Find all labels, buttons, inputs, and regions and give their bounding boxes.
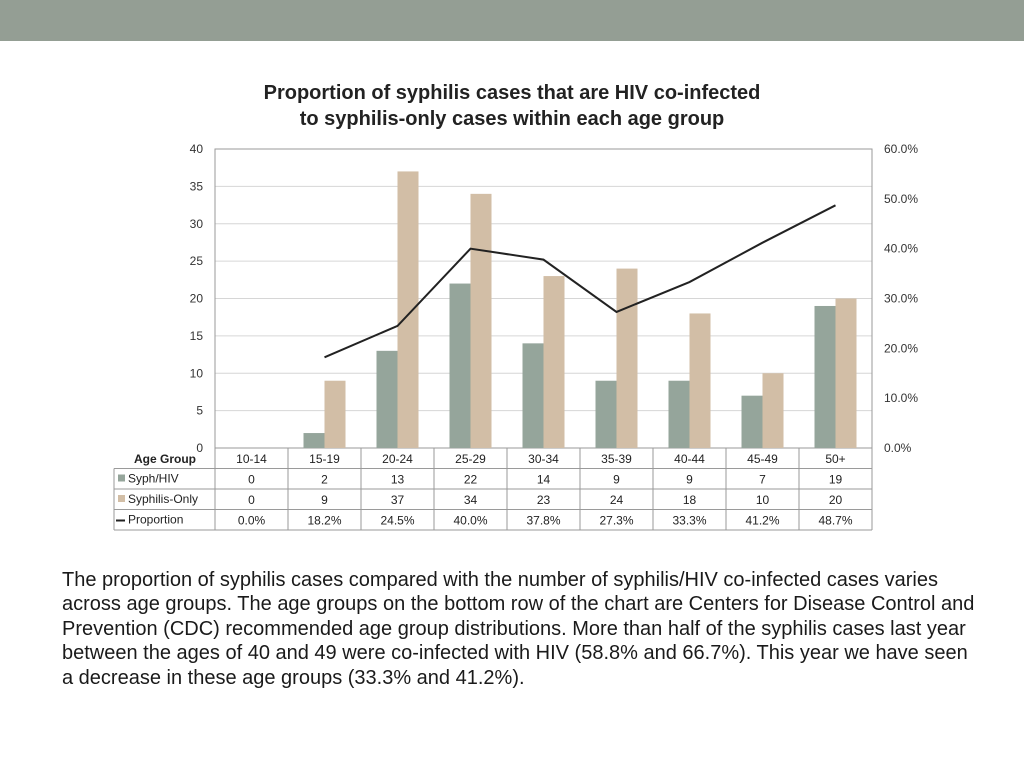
bar-syphilis-only <box>324 380 346 448</box>
table-cell: 0.0% <box>238 514 266 528</box>
y-right-tick-label: 0.0% <box>884 441 912 455</box>
y-left-tick-label: 10 <box>190 366 204 380</box>
bar-syph-hiv <box>741 395 763 448</box>
y-left-tick-label: 40 <box>190 142 204 156</box>
y-left-tick-label: 30 <box>190 217 204 231</box>
table-cell: 14 <box>537 473 551 487</box>
x-tick-label: 50+ <box>825 452 845 466</box>
table-cell: 20 <box>829 493 843 507</box>
table-cell: 0 <box>248 473 255 487</box>
y-left-tick-label: 0 <box>196 441 203 455</box>
y-left-tick-label: 25 <box>190 254 204 268</box>
bar-syphilis-only <box>543 276 565 448</box>
bar-syphilis-only <box>762 373 784 448</box>
legend-swatch-syph-hiv <box>118 474 125 482</box>
table-cell: 22 <box>464 473 478 487</box>
table-cell: 18.2% <box>307 514 341 528</box>
table-cell: 9 <box>321 493 328 507</box>
legend-label: Syphilis-Only <box>128 492 198 506</box>
table-cell: 9 <box>613 473 620 487</box>
table-cell: 27.3% <box>599 514 633 528</box>
bar-syphilis-only <box>616 268 638 448</box>
table-cell: 37 <box>391 493 405 507</box>
x-tick-label: 30-34 <box>528 452 559 466</box>
x-tick-label: 10-14 <box>236 452 267 466</box>
y-left-tick-label: 20 <box>190 292 204 306</box>
x-tick-label: 35-39 <box>601 452 632 466</box>
slide-description: The proportion of syphilis cases compare… <box>62 569 975 689</box>
table-cell: 37.8% <box>526 514 560 528</box>
x-tick-label: 20-24 <box>382 452 413 466</box>
x-tick-label: 40-44 <box>674 452 705 466</box>
table-cell: 7 <box>759 473 766 487</box>
top-banner <box>0 0 1024 41</box>
table-cell: 24.5% <box>380 514 414 528</box>
legend-label: Proportion <box>128 513 183 527</box>
table-cell: 41.2% <box>745 514 779 528</box>
y-right-tick-label: 60.0% <box>884 142 918 156</box>
y-right-tick-label: 50.0% <box>884 192 918 206</box>
chart-title-line-2: to syphilis-only cases within each age g… <box>299 108 725 130</box>
bar-syphilis-only <box>689 313 711 448</box>
table-cell: 24 <box>610 493 624 507</box>
bar-syphilis-only <box>835 298 857 448</box>
bar-syphilis-only <box>397 171 419 449</box>
table-cell: 0 <box>248 493 255 507</box>
chart-title: Proportion of syphilis cases that are HI… <box>212 80 812 132</box>
bar-syph-hiv <box>668 380 690 448</box>
x-tick-label: 45-49 <box>747 452 778 466</box>
y-left-tick-label: 15 <box>190 329 204 343</box>
table-cell: 33.3% <box>672 514 706 528</box>
table-cell: 13 <box>391 473 405 487</box>
y-right-tick-label: 40.0% <box>884 242 918 256</box>
y-left-tick-label: 35 <box>190 179 204 193</box>
y-left-tick-label: 5 <box>196 404 203 418</box>
bar-syph-hiv <box>376 350 398 448</box>
table-cell: 34 <box>464 493 478 507</box>
y-right-tick-label: 30.0% <box>884 292 918 306</box>
bar-syph-hiv <box>449 283 471 448</box>
table-cell: 48.7% <box>818 514 852 528</box>
legend-label: Syph/HIV <box>128 472 179 486</box>
bar-syph-hiv <box>595 380 617 448</box>
x-tick-label: 15-19 <box>309 452 340 466</box>
bar-syph-hiv <box>303 433 325 448</box>
table-cell: 10 <box>756 493 770 507</box>
table-cell: 2 <box>321 473 328 487</box>
y-right-tick-label: 20.0% <box>884 341 918 355</box>
table-cell: 23 <box>537 493 551 507</box>
bar-syphilis-only <box>470 193 492 448</box>
y-right-tick-label: 10.0% <box>884 391 918 405</box>
table-cell: 40.0% <box>453 514 487 528</box>
x-tick-label: 25-29 <box>455 452 486 466</box>
table-cell: 19 <box>829 473 843 487</box>
x-axis-label: Age Group <box>134 452 196 466</box>
bar-syph-hiv <box>814 305 836 448</box>
table-cell: 18 <box>683 493 697 507</box>
legend-swatch-syphilis-only <box>118 495 125 502</box>
combo-chart: 05101520253035400.0%10.0%20.0%30.0%40.0%… <box>113 142 918 531</box>
table-cell: 9 <box>686 473 693 487</box>
chart-title-line-1: Proportion of syphilis cases that are HI… <box>263 82 761 104</box>
bar-syph-hiv <box>522 343 544 448</box>
proportion-line <box>324 204 836 359</box>
